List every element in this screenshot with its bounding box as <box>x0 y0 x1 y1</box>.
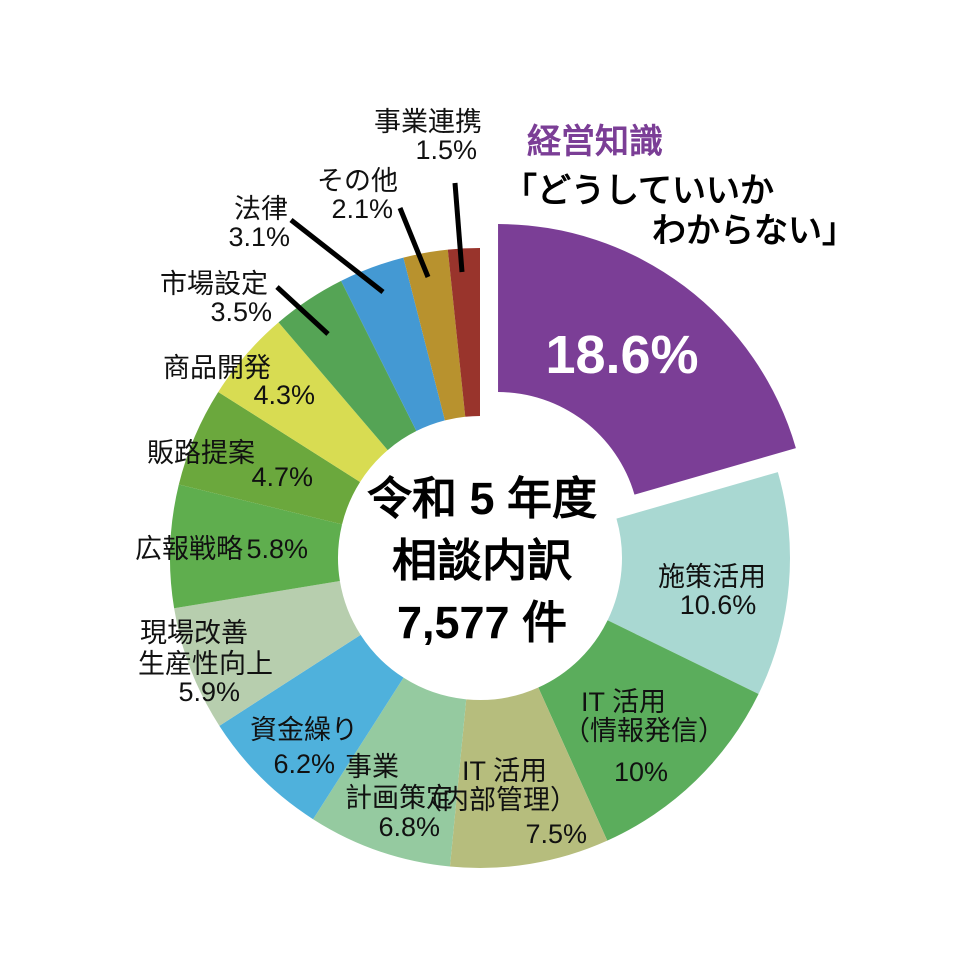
donut-slice-13 <box>403 249 466 421</box>
label-shohin: 商品開発 <box>163 353 271 383</box>
label-koho: 広報戦略 <box>135 534 243 564</box>
value-shikin: 6.2% <box>273 749 335 779</box>
leader-lines-layer <box>275 182 465 336</box>
label-jigyo-keikaku-1: 事業 <box>345 752 399 782</box>
donut-slice-7 <box>174 581 361 726</box>
donut-slice-12 <box>341 257 445 432</box>
leader-shijo <box>275 285 330 336</box>
donut-slice-5 <box>313 677 467 867</box>
label-sonota: その他 <box>317 166 398 196</box>
label-it-joho-1: IT 活用 <box>581 687 666 717</box>
label-shikin: 資金繰り <box>250 715 358 745</box>
label-keiei-quote-1: 「どうしていいか <box>503 172 774 210</box>
value-shohin: 4.3% <box>253 380 315 410</box>
label-it-joho-2: （情報発信） <box>563 716 725 746</box>
center-line-1: 令和 5 年度 <box>367 473 597 524</box>
label-jigyo-keikaku-2: 計画策定 <box>345 783 453 813</box>
label-genba-2: 生産性向上 <box>138 649 273 679</box>
donut-slice-4 <box>449 687 608 868</box>
value-genba: 5.9% <box>178 677 240 707</box>
center-line-3: 7,577 件 <box>397 597 567 648</box>
label-shijo: 市場設定 <box>160 269 268 299</box>
label-jigyo-renkei: 事業連携 <box>374 107 482 137</box>
center-line-2: 相談内訳 <box>392 535 573 586</box>
donut-slice-3 <box>538 620 759 841</box>
donut-slice-1 <box>498 224 796 495</box>
value-horitsu: 3.1% <box>228 222 290 252</box>
value-shijo: 3.5% <box>210 297 272 327</box>
label-horitsu: 法律 <box>234 194 288 224</box>
label-genba-1: 現場改善 <box>140 618 248 648</box>
label-keiei-chishiki: 経営知識 <box>527 123 663 161</box>
donut-slice-6 <box>219 634 404 820</box>
value-sonota: 2.1% <box>331 194 393 224</box>
value-jigyo-keikaku: 6.8% <box>378 812 440 842</box>
donut-slice-14 <box>447 248 480 417</box>
donut-slice-9 <box>178 391 361 525</box>
label-shisaku: 施策活用 <box>658 562 766 592</box>
value-keiei-chishiki: 18.6% <box>545 325 698 385</box>
label-it-naibu-2: （内部管理） <box>415 785 577 815</box>
value-hanro: 4.7% <box>251 462 313 492</box>
leader-horitsu <box>289 218 385 294</box>
donut-slice-10 <box>218 322 388 482</box>
label-hanro: 販路提案 <box>147 438 255 468</box>
value-koho: 5.8% <box>246 534 308 564</box>
value-jigyo-renkei: 1.5% <box>415 135 477 165</box>
leader-sonota <box>397 207 431 278</box>
leader-jigyo-renkei <box>452 182 465 273</box>
donut-slice-2 <box>607 472 790 695</box>
label-keiei-quote-2: わからない」 <box>652 212 856 250</box>
label-it-naibu-1: IT 活用 <box>462 756 547 786</box>
donut-slice-8 <box>170 484 343 609</box>
value-shisaku: 10.6% <box>680 590 757 620</box>
value-it-naibu: 7.5% <box>525 819 587 849</box>
value-it-joho: 10% <box>614 757 668 787</box>
